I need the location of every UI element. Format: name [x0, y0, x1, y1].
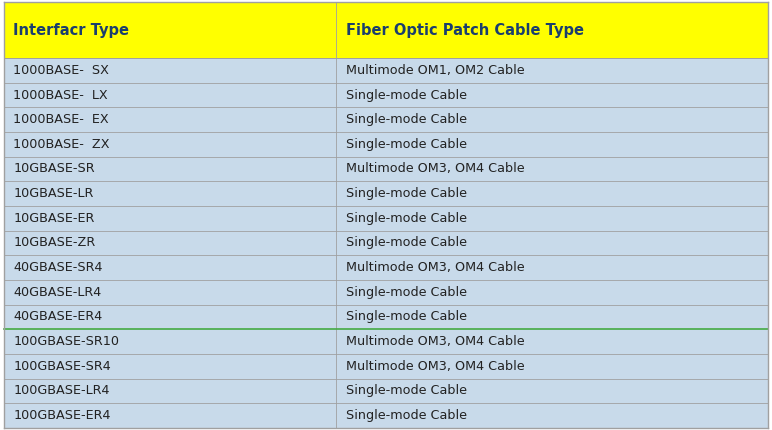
Bar	[4, 378, 768, 403]
Text: Single-mode Cable: Single-mode Cable	[346, 237, 466, 249]
Bar	[4, 255, 768, 280]
Bar	[4, 2, 768, 58]
Bar	[4, 108, 768, 132]
Bar	[4, 83, 768, 108]
Text: Single-mode Cable: Single-mode Cable	[346, 113, 466, 126]
Bar	[4, 206, 768, 230]
Bar	[4, 304, 768, 329]
Text: 100GBASE-SR4: 100GBASE-SR4	[13, 360, 111, 373]
Text: 100GBASE-LR4: 100GBASE-LR4	[13, 384, 110, 397]
Text: 10GBASE-LR: 10GBASE-LR	[13, 187, 93, 200]
Text: Single-mode Cable: Single-mode Cable	[346, 310, 466, 323]
Bar	[4, 132, 768, 157]
Text: 1000BASE-  SX: 1000BASE- SX	[13, 64, 109, 77]
Text: 40GBASE-SR4: 40GBASE-SR4	[13, 261, 103, 274]
Bar	[4, 354, 768, 378]
Bar	[4, 403, 768, 428]
Text: Multimode OM3, OM4 Cable: Multimode OM3, OM4 Cable	[346, 360, 524, 373]
Bar	[4, 58, 768, 83]
Bar	[4, 181, 768, 206]
Text: 10GBASE-ZR: 10GBASE-ZR	[13, 237, 96, 249]
Text: Single-mode Cable: Single-mode Cable	[346, 212, 466, 225]
Text: Single-mode Cable: Single-mode Cable	[346, 89, 466, 101]
Text: 1000BASE-  EX: 1000BASE- EX	[13, 113, 109, 126]
Text: Multimode OM3, OM4 Cable: Multimode OM3, OM4 Cable	[346, 335, 524, 348]
Text: 1000BASE-  ZX: 1000BASE- ZX	[13, 138, 110, 151]
Text: 1000BASE-  LX: 1000BASE- LX	[13, 89, 108, 101]
Text: 100GBASE-ER4: 100GBASE-ER4	[13, 409, 110, 422]
Bar	[4, 329, 768, 354]
Bar	[4, 157, 768, 181]
Text: Single-mode Cable: Single-mode Cable	[346, 138, 466, 151]
Text: 10GBASE-ER: 10GBASE-ER	[13, 212, 94, 225]
Bar	[4, 230, 768, 255]
Text: Single-mode Cable: Single-mode Cable	[346, 187, 466, 200]
Text: 10GBASE-SR: 10GBASE-SR	[13, 163, 95, 175]
Text: Interfacr Type: Interfacr Type	[13, 23, 129, 37]
Text: Single-mode Cable: Single-mode Cable	[346, 384, 466, 397]
Text: 40GBASE-ER4: 40GBASE-ER4	[13, 310, 103, 323]
Text: 100GBASE-SR10: 100GBASE-SR10	[13, 335, 119, 348]
Text: Fiber Optic Patch Cable Type: Fiber Optic Patch Cable Type	[346, 23, 584, 37]
Text: Multimode OM1, OM2 Cable: Multimode OM1, OM2 Cable	[346, 64, 524, 77]
Text: Single-mode Cable: Single-mode Cable	[346, 409, 466, 422]
Text: Multimode OM3, OM4 Cable: Multimode OM3, OM4 Cable	[346, 163, 524, 175]
Text: Single-mode Cable: Single-mode Cable	[346, 286, 466, 299]
Bar	[4, 280, 768, 304]
Text: Multimode OM3, OM4 Cable: Multimode OM3, OM4 Cable	[346, 261, 524, 274]
Text: 40GBASE-LR4: 40GBASE-LR4	[13, 286, 101, 299]
